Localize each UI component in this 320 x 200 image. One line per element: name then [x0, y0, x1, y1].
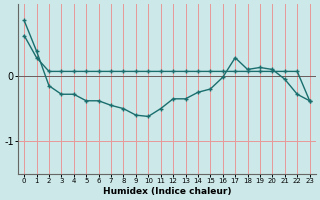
X-axis label: Humidex (Indice chaleur): Humidex (Indice chaleur): [103, 187, 231, 196]
